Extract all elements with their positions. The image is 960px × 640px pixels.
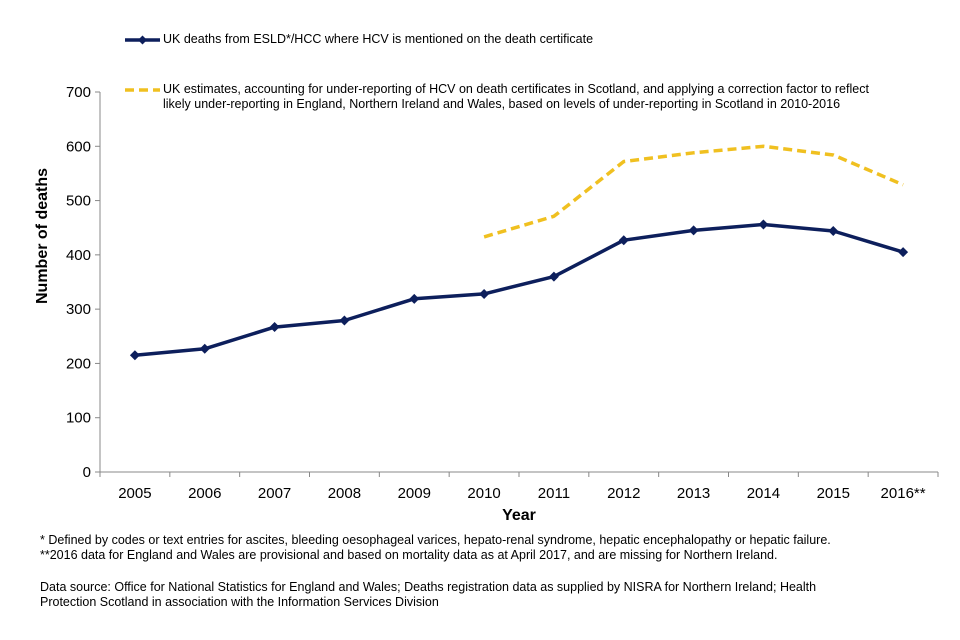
legend-marker-series-1 — [138, 35, 147, 45]
x-tick-label: 2013 — [677, 485, 710, 502]
series-area — [129, 144, 909, 361]
x-axis: 2005 2006 2007 2008 2009 2010 2011 2012 2013 2014… — [99, 471, 939, 502]
y-axis-title: Number of deaths — [34, 168, 51, 304]
y-tick-label: 500 — [66, 193, 91, 210]
series-1-line — [134, 222, 904, 358]
x-tick-label: 2009 — [398, 485, 431, 502]
y-tick-label: 700 — [66, 84, 91, 101]
series-1-point — [479, 288, 490, 299]
x-tick-label: 2015 — [817, 485, 850, 502]
y-tick-label: 100 — [66, 410, 91, 427]
series-1-point — [618, 235, 629, 246]
series-1-point — [269, 322, 280, 333]
x-tick-label: 2014 — [747, 485, 780, 502]
y-tick-label: 600 — [66, 138, 91, 155]
x-tick-label: 2007 — [258, 485, 291, 502]
footnote-provisional: **2016 data for England and Wales are pr… — [40, 548, 778, 562]
x-tick-label: 2005 — [118, 485, 151, 502]
series-2-line — [483, 144, 904, 239]
x-tick-label: 2008 — [328, 485, 361, 502]
x-axis-title: Year — [502, 507, 536, 524]
x-tick-label: 2010 — [467, 485, 500, 502]
y-tick-label: 200 — [66, 355, 91, 372]
x-tick-label: 2011 — [538, 485, 570, 502]
y-tick-label: 400 — [66, 247, 91, 264]
series-1-point — [688, 225, 699, 236]
series-1-point — [129, 350, 140, 361]
series-1-point — [409, 293, 420, 304]
legend-label-series-2-line-2: likely under-reporting in England, North… — [163, 97, 841, 111]
y-tick-label: 0 — [83, 464, 91, 481]
series-1-point — [548, 271, 559, 282]
footnote-source-line-1: Data source: Office for National Statist… — [40, 580, 817, 594]
series-1-point — [199, 343, 210, 354]
y-tick-label: 300 — [66, 301, 91, 318]
series-1-point — [339, 315, 350, 326]
footnote-definition: * Defined by codes or text entries for a… — [40, 533, 831, 547]
footnote-source-line-2: Protection Scotland in association with … — [40, 595, 439, 609]
series-1-point — [898, 247, 909, 258]
x-tick-label: 2012 — [607, 485, 640, 502]
x-tick-label: 2016** — [881, 485, 926, 502]
series-1-point — [828, 225, 839, 236]
legend-label-series-2-line-1: UK estimates, accounting for under-repor… — [163, 82, 869, 96]
y-axis: 0 100 200 300 400 500 600 700 — [66, 84, 101, 481]
x-tick-label: 2006 — [188, 485, 221, 502]
legend-label-series-1: UK deaths from ESLD*/HCC where HCV is me… — [163, 32, 594, 46]
legend — [125, 35, 160, 92]
series-1-point — [758, 219, 769, 230]
